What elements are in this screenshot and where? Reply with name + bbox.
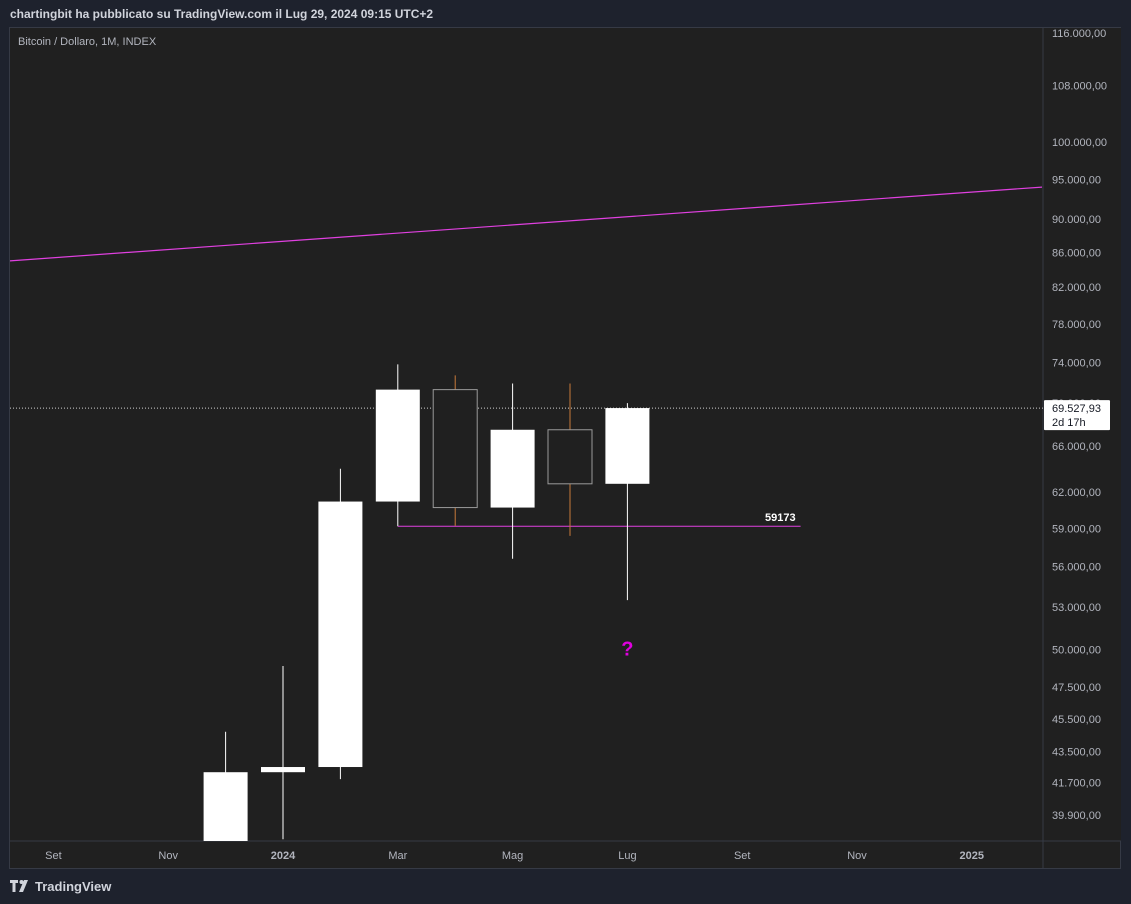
candle-body [318, 501, 363, 768]
y-tick-label: 47.500,00 [1052, 682, 1101, 694]
chart[interactable]: 116.000,00 108.000,00 100.000,00 95.000,00 9… [0, 0, 1131, 869]
candle-body [203, 772, 248, 841]
candle-body [547, 429, 593, 485]
y-tick-label: 100.000,00 [1052, 137, 1107, 149]
candle[interactable] [203, 731, 248, 841]
tradingview-logo[interactable]: TradingView [10, 878, 111, 894]
y-tick-label: 82.000,00 [1052, 282, 1101, 294]
symbol-label: Bitcoin / Dollaro, 1M, INDEX [18, 36, 157, 48]
y-tick-label: 66.000,00 [1052, 441, 1101, 453]
y-tick-label: 43.500,00 [1052, 747, 1101, 759]
x-tick-label: 2025 [960, 850, 984, 862]
y-tick-label: 95.000,00 [1052, 174, 1101, 186]
y-tick-label: 53.000,00 [1052, 602, 1101, 614]
candle[interactable] [375, 364, 420, 527]
candle-body [432, 389, 478, 509]
current-price-tag [1044, 400, 1110, 431]
header-bar: chartingbit ha pubblicato su TradingView… [0, 0, 1131, 28]
x-tick-label: Mar [388, 850, 407, 862]
y-tick-label: 56.000,00 [1052, 562, 1101, 574]
candle[interactable] [318, 468, 363, 780]
question-annotation[interactable]: ? [621, 639, 633, 661]
candle[interactable] [490, 383, 535, 559]
candle-body [490, 429, 535, 508]
x-tick-label: Mag [502, 850, 523, 862]
trendline[interactable] [9, 186, 1043, 262]
y-tick-label: 108.000,00 [1052, 80, 1107, 92]
x-tick-label: Nov [158, 850, 178, 862]
candle[interactable] [605, 403, 650, 601]
x-tick-label: Set [734, 850, 751, 862]
y-tick-label: 62.000,00 [1052, 487, 1101, 499]
candle[interactable] [261, 665, 305, 840]
x-tick-label: Set [45, 850, 62, 862]
y-tick-label: 86.000,00 [1052, 247, 1101, 259]
x-tick-label: Lug [618, 850, 636, 862]
y-tick-label: 90.000,00 [1052, 214, 1101, 226]
tradingview-logo-icon [10, 880, 28, 892]
y-tick-label: 41.700,00 [1052, 778, 1101, 790]
y-tick-label: 50.000,00 [1052, 645, 1101, 657]
candle[interactable] [432, 375, 478, 526]
y-tick-label: 39.900,00 [1052, 810, 1101, 822]
countdown-label: 2d 17h [1052, 417, 1086, 429]
price-axis-panel[interactable] [1043, 28, 1121, 841]
candle-body [261, 767, 305, 773]
y-tick-label: 59.000,00 [1052, 523, 1101, 535]
candle-body [605, 408, 650, 484]
y-tick-label: 116.000,00 [1052, 28, 1106, 40]
y-tick-label: 78.000,00 [1052, 319, 1101, 331]
tradingview-brand: TradingView [35, 878, 112, 894]
candle-body [375, 389, 420, 502]
x-tick-label: 2024 [271, 850, 296, 862]
publish-info: chartingbit ha pubblicato su TradingView… [10, 7, 434, 21]
x-tick-label: Nov [847, 850, 867, 862]
current-price-label: 69.527,93 [1052, 403, 1101, 415]
candle[interactable] [547, 383, 593, 536]
footer [0, 869, 1131, 904]
y-tick-label: 45.500,00 [1052, 714, 1101, 726]
support-line-label: 59173 [765, 512, 796, 524]
y-tick-label: 74.000,00 [1052, 357, 1101, 369]
